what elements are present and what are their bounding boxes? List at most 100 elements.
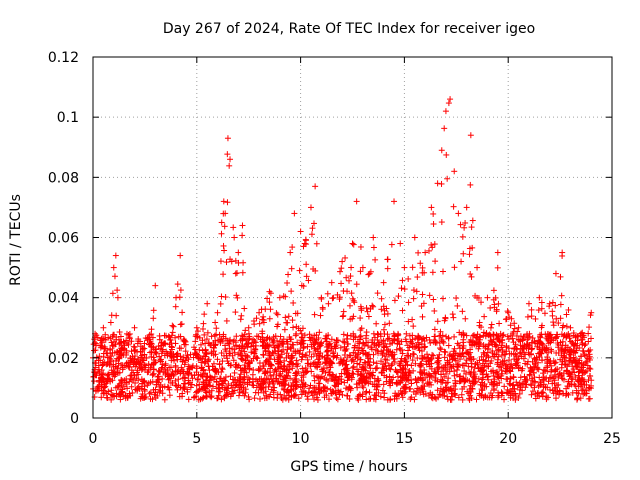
data-point-sample [297,228,304,235]
data-point-sample [438,147,445,154]
data-point [537,382,544,389]
data-point [557,315,564,322]
data-point [384,265,391,272]
data-point [300,374,307,381]
data-point [338,265,345,272]
data-point [232,270,239,277]
data-point [558,292,565,299]
data-point [557,273,564,280]
data-point [177,287,184,294]
data-point [528,346,535,353]
y-tick-label: 0.08 [48,170,79,186]
data-point-sample [559,249,566,256]
data-point [333,395,340,402]
data-point [108,312,115,319]
data-point [290,299,297,306]
data-point [278,340,285,347]
data-point [380,326,387,333]
data-point [350,241,357,248]
data-point [256,320,263,327]
data-point [549,299,556,306]
data-point [260,313,267,320]
data-point [401,286,408,293]
data-point [374,290,381,297]
data-point [349,364,356,371]
data-point [524,313,531,320]
data-point [346,277,353,284]
data-point [237,316,244,323]
data-point [346,395,353,402]
y-axis-label: ROTI / TECUs [8,194,24,286]
data-point [108,396,115,403]
data-point [462,219,469,226]
data-point-sample [276,294,283,301]
data-point [430,210,437,217]
data-point-sample [214,309,221,316]
data-point [132,380,139,387]
data-point-sample [231,234,238,241]
data-point [578,387,585,394]
data-point [490,287,497,294]
data-point [104,395,111,402]
data-point [443,151,450,158]
data-point [241,305,248,312]
data-point [556,371,563,378]
data-point [274,311,281,318]
data-point [456,329,463,336]
data-point [316,329,323,336]
data-point [410,295,417,302]
data-point [342,254,349,261]
data-point [289,317,296,324]
data-point-sample [397,240,404,247]
data-point [231,369,238,376]
data-point [205,363,212,370]
data-point-sample [287,249,294,256]
data-point-sample [567,324,574,331]
data-point-sample [218,219,225,226]
data-point [142,362,149,369]
data-point [93,354,100,361]
data-point-sample [505,309,512,316]
data-point [411,351,418,358]
data-point-sample [204,300,211,307]
data-point [528,391,535,398]
data-point [325,300,332,307]
data-point [256,366,263,373]
data-point [219,366,226,373]
data-point-sample [224,135,231,142]
data-point [343,392,350,399]
data-point [476,319,483,326]
data-point [167,337,174,344]
data-point [306,348,313,355]
data-point [242,357,249,364]
data-point [459,386,466,393]
data-point [406,344,413,351]
data-point [343,274,350,281]
data-point [432,258,439,265]
data-point-sample [349,240,356,247]
data-point [112,357,119,364]
data-point [341,379,348,386]
data-point [528,306,535,313]
data-point [444,175,451,182]
data-point [346,302,353,309]
data-point [450,203,457,210]
x-tick-label: 25 [603,431,621,447]
data-point [221,247,228,254]
data-point [275,348,282,355]
data-point-sample [312,183,319,190]
data-point [462,315,469,322]
data-point [539,357,546,364]
data-point [370,244,377,251]
data-point [306,334,313,341]
data-point [587,335,594,342]
data-point [230,224,237,231]
data-point [100,353,107,360]
data-point [449,311,456,318]
data-point [184,352,191,359]
data-point [370,330,377,337]
data-point [378,295,385,302]
data-point [227,373,234,380]
data-point [303,261,310,268]
data-point [440,268,447,275]
